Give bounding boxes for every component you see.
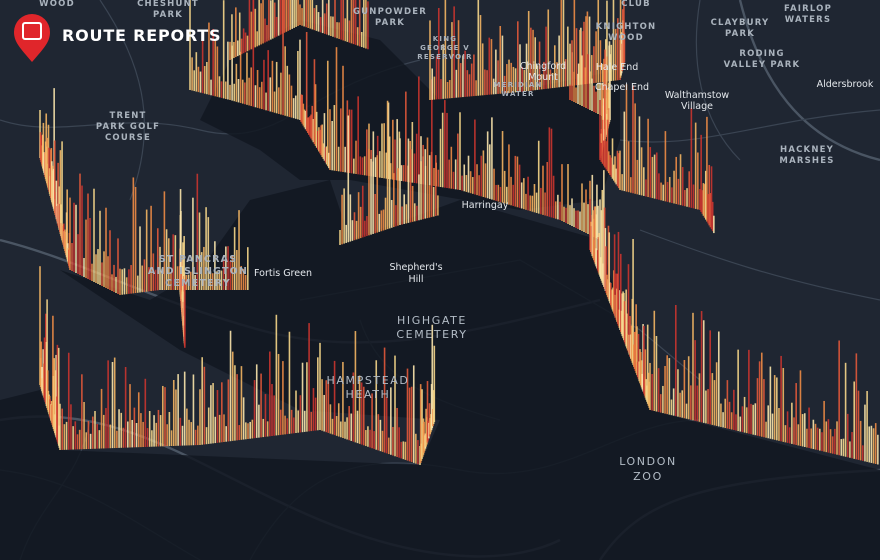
place-label: MERIDIAN WATER	[493, 81, 542, 98]
place-label: Chingford Mount	[520, 61, 566, 83]
place-label: ST PANCRAS AND ISLINGTON CEMETERY	[148, 254, 248, 289]
place-label: GUNPOWDER PARK	[353, 7, 427, 28]
place-label: Shepherd's Hill	[389, 262, 442, 285]
place-label: LONDON ZOO	[619, 455, 677, 483]
place-label: Aldersbrook	[817, 79, 874, 90]
place-label: RODING VALLEY PARK	[724, 49, 801, 70]
place-label: Harringay	[462, 200, 509, 211]
place-label: Walthamstow Village	[665, 90, 730, 112]
bars	[39, 0, 879, 465]
place-label: KING GEORGE V RESERVOIR	[417, 35, 472, 61]
place-label: FAIRLOP WATERS	[784, 4, 832, 25]
place-label: CLAYBURY PARK	[711, 18, 770, 39]
place-label: HACKNEY MARSHES	[779, 145, 834, 166]
logo-icon	[22, 22, 42, 40]
place-label: CHESHUNT PARK	[137, 0, 199, 20]
place-label: Hale End	[596, 62, 639, 73]
place-label: CLUB	[621, 0, 651, 9]
place-label: WOOD	[39, 0, 75, 9]
place-label: TRENT PARK GOLF COURSE	[96, 111, 160, 143]
place-label: Fortis Green	[254, 268, 312, 279]
logo: ROUTE REPORTS	[14, 14, 221, 62]
place-label: KNIGHTON WOOD	[596, 22, 657, 43]
place-label: HAMPSTEAD HEATH	[327, 374, 410, 401]
labels: WOOD CHESHUNT PARK GUNPOWDER PARK KING GEOR…	[39, 0, 874, 483]
place-label: HIGHGATE CEMETERY	[396, 314, 467, 341]
place-label: Chapel End	[595, 82, 649, 93]
app-title: ROUTE REPORTS	[62, 26, 221, 45]
